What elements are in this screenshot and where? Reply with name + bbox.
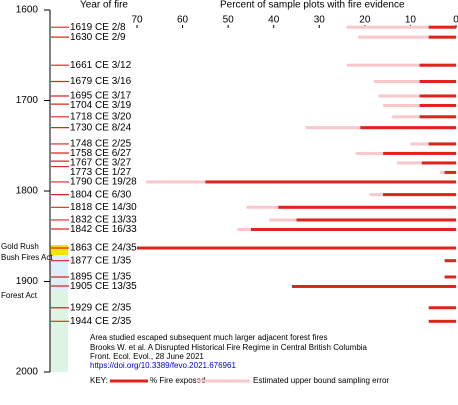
note: Front. Ecol. Evol., 28 June 2021 [90, 352, 204, 361]
fire-label: 1748 CE 2/25 [70, 139, 132, 150]
fire-bar [419, 63, 456, 67]
doi-link[interactable]: https://doi.org/10.3389/fevo.2021.676961 [90, 361, 236, 370]
error-bar [373, 79, 456, 83]
fire-bar [428, 319, 456, 323]
fire-label: 1929 CE 2/35 [70, 302, 132, 313]
error-bar [358, 35, 456, 39]
fire-bar [250, 227, 456, 231]
x-tick-label: 50 [223, 15, 235, 26]
fire-label: 1630 CE 2/9 [70, 32, 126, 43]
fire-bar [360, 126, 456, 130]
fire-label: 1842 CE 16/33 [70, 224, 137, 235]
fire-bar [419, 103, 456, 107]
error-bar [378, 94, 456, 98]
legend-label: % Fire exposed [150, 376, 206, 385]
fire-bar [383, 151, 456, 155]
fire-bar [296, 218, 456, 222]
fire-bar [428, 35, 456, 39]
fire-bar [419, 79, 456, 83]
y-tick-label: 2000 [16, 367, 39, 378]
y-tick-label: 1600 [16, 5, 39, 16]
era-forest-act [50, 291, 68, 372]
annotation: Gold Rush [1, 242, 39, 251]
fire-bar [444, 170, 456, 174]
fire-bar [419, 94, 456, 98]
fire-label: 1679 CE 3/16 [70, 76, 132, 87]
note: Brooks W. et al. A Disrupted Historical … [90, 343, 368, 352]
era-gold-rush [50, 245, 68, 255]
fire-bar [205, 180, 456, 184]
x-tick-label: 60 [177, 15, 189, 26]
legend-title: KEY: [90, 376, 108, 385]
fire-label: 1704 CE 3/19 [70, 100, 132, 111]
annotation: Bush Fires Act [1, 253, 53, 262]
fire-bar [421, 161, 456, 165]
fire-label: 1877 CE 1/35 [70, 255, 132, 266]
legend-label: Estimated upper bound sampling error [253, 376, 389, 385]
fire-bar [444, 275, 456, 279]
fire-label: 1905 CE 13/35 [70, 281, 137, 292]
fire-bar [428, 25, 456, 29]
fire-bar [383, 193, 456, 197]
fire-label: 1718 CE 3/20 [70, 111, 132, 122]
fire-label: 1863 CE 24/35 [70, 243, 137, 254]
fire-bar [444, 259, 456, 263]
fire-bar [137, 246, 456, 250]
error-bar [346, 25, 456, 29]
fire-bar [419, 115, 456, 119]
x-tick-label: 20 [359, 15, 371, 26]
x-tick-label: 0 [453, 15, 458, 26]
fire-bar [291, 284, 456, 288]
era-bush-fires [50, 255, 68, 291]
fire-label: 1730 CE 8/24 [70, 122, 132, 133]
fire-label: 1767 CE 3/27 [70, 158, 132, 169]
x-tick-label: 10 [405, 15, 417, 26]
y-axis-title: Year of fire [80, 0, 128, 11]
fire-bar [428, 306, 456, 310]
x-axis-title: Percent of sample plots with fire eviden… [220, 0, 405, 11]
x-tick-label: 30 [314, 15, 326, 26]
fire-label: 1758 CE 6/27 [70, 148, 132, 159]
fire-bar [428, 142, 456, 146]
fire-label: 1832 CE 13/33 [70, 215, 137, 226]
fire-bar [278, 205, 456, 209]
y-tick-label: 1900 [16, 276, 39, 287]
fire-label: 1619 CE 2/8 [70, 22, 126, 33]
fire-label: 1895 CE 1/35 [70, 272, 132, 283]
error-bar [346, 63, 456, 67]
fire-label: 1944 CE 2/35 [70, 316, 132, 327]
fire-label: 1661 CE 3/12 [70, 60, 132, 71]
fire-label: 1804 CE 6/30 [70, 189, 132, 200]
fire-label: 1773 CE 1/27 [70, 167, 132, 178]
fire-label: 1695 CE 3/17 [70, 91, 132, 102]
annotation: Forest Act [1, 291, 38, 300]
y-tick-label: 1800 [16, 186, 39, 197]
x-tick-label: 40 [268, 15, 280, 26]
note: Area studied escaped subsequent much lar… [90, 333, 327, 342]
x-tick-label: 70 [131, 15, 143, 26]
fire-label: 1790 CE 19/28 [70, 177, 137, 188]
y-tick-label: 1700 [16, 95, 39, 106]
fire-label: 1818 CE 14/30 [70, 202, 137, 213]
